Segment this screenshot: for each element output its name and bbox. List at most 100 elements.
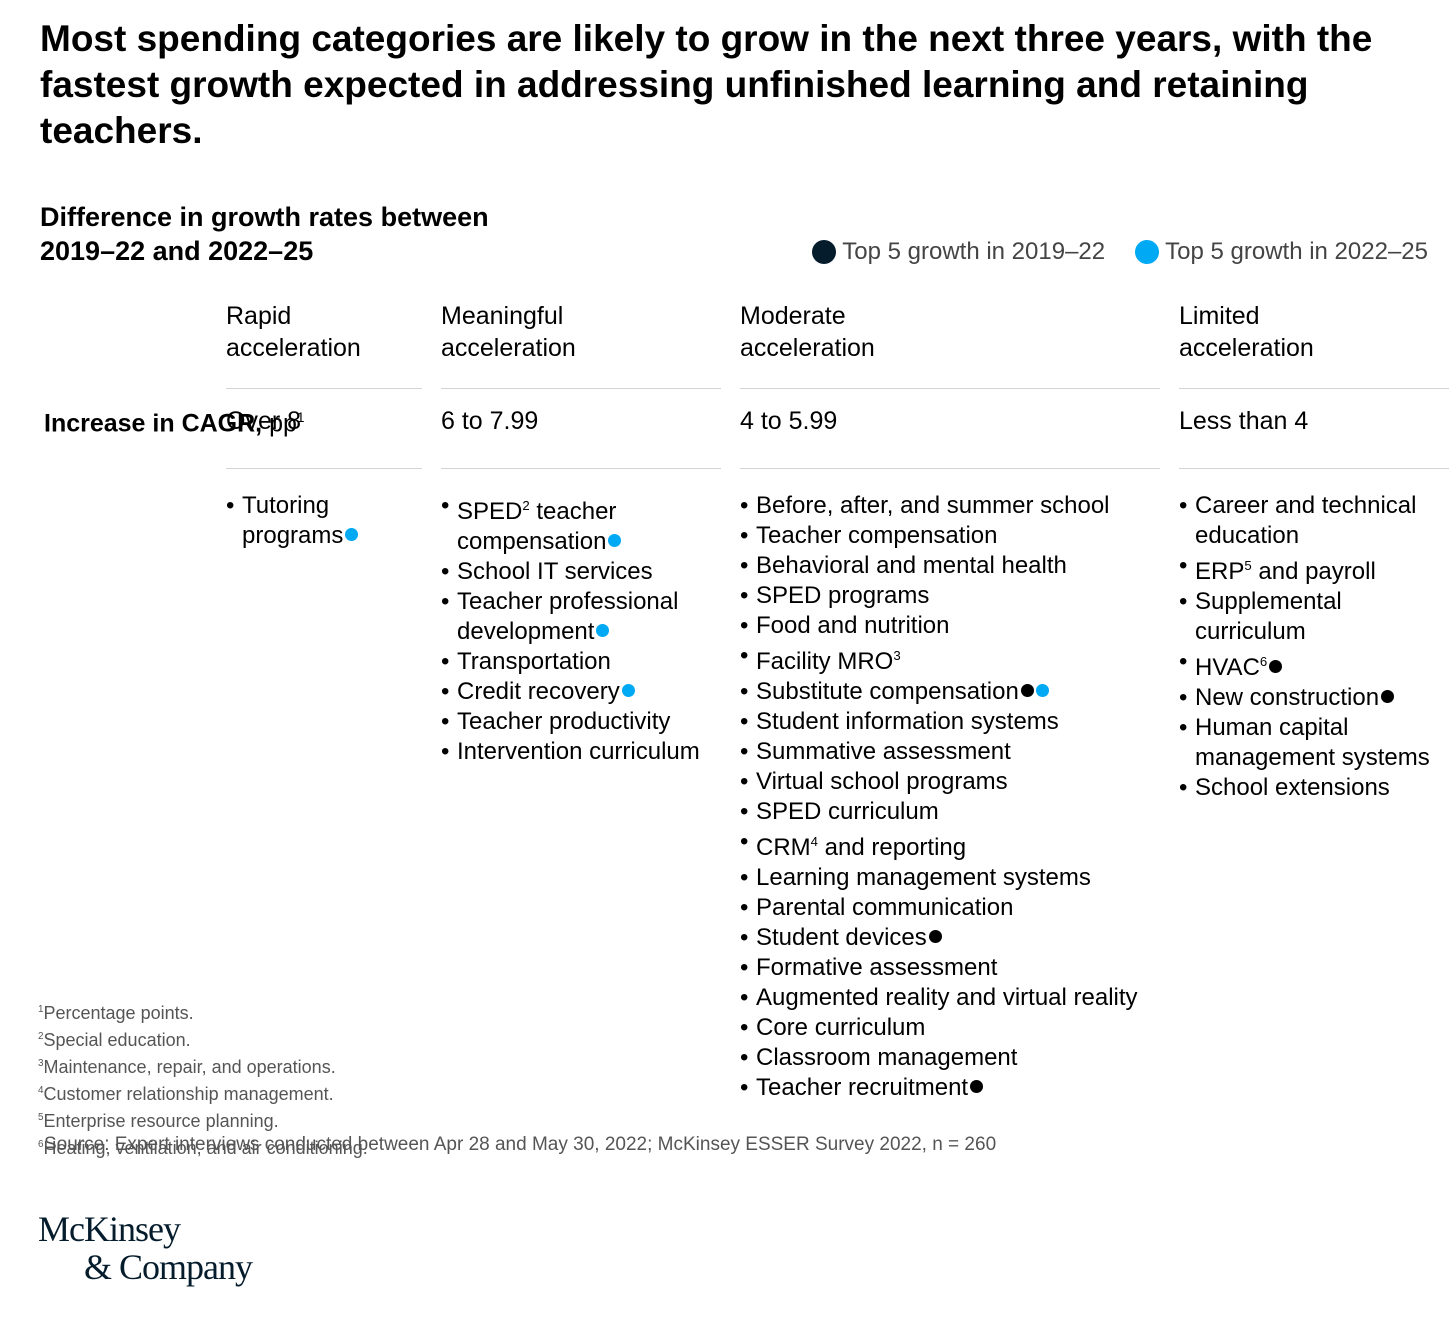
list-item: Core curriculum [740,1013,1160,1043]
list-item: ERP5 and payroll [1179,551,1449,587]
footnote-text: Special education. [43,1030,191,1050]
item-label: Summative assessment [756,738,1011,765]
footnote-text: Customer relationship management. [43,1084,334,1104]
column-heading-line: Meaningful [441,302,564,330]
list-item: Human capital management systems [1179,713,1449,773]
list-item: Formative assessment [740,953,1160,983]
item-label: Learning management systems [756,864,1091,891]
item-label: Credit recovery [457,678,620,705]
column-heading: Meaningful acceleration [441,300,721,388]
row-label-unit: pp [269,409,297,438]
chart-subtitle: Difference in growth rates between 2019–… [40,200,640,268]
list-item: Food and nutrition [740,611,1160,641]
item-label: Substitute compensation [756,678,1019,705]
legend-label: Top 5 growth in 2019–22 [842,238,1106,265]
footnote-ref: 6 [1259,654,1268,669]
cagr-range: Over 8 [226,407,302,435]
list-item: SPED curriculum [740,797,1160,827]
item-label: HVAC [1195,654,1260,681]
category-column: Limited acceleration Less than 4 Career and… [1179,300,1449,803]
footnote: 5Enterprise resource planning. [38,1106,368,1133]
list-item: Before, after, and summer school [740,491,1160,521]
category-column: Moderate acceleration 4 to 5.99 Before, aft… [740,300,1160,1103]
list-item: Student information systems [740,707,1160,737]
column-heading-line: Rapid [226,302,292,330]
item-label: Teacher professional development [457,588,679,645]
item-label: Facility MRO [756,648,894,675]
list-item: Summative assessment [740,737,1160,767]
list-item: Facility MRO3 [740,641,1160,677]
item-label: SPED programs [756,582,930,609]
footnote-number: 3 [38,1058,44,1069]
cagr-range: 4 to 5.99 [740,407,838,435]
cagr-range: 6 to 7.99 [441,407,539,435]
row-label-bold: Increase in CAGR, [44,409,263,438]
list-item: Behavioral and mental health [740,551,1160,581]
footnote-text: Maintenance, repair, and operations. [43,1057,336,1077]
item-label: Classroom management [756,1044,1018,1071]
category-list: SPED2 teacher compensationSchool IT serv… [441,469,721,767]
dark-dot-icon [970,1080,984,1094]
footnote-text: Percentage points. [43,1003,194,1023]
dark-dot-icon [1020,684,1034,698]
item-label: CRM [756,834,811,861]
category-list: Career and technical educationERP5 and p… [1179,469,1449,803]
item-label: Human capital management systems [1195,714,1430,771]
category-list: Before, after, and summer school Teacher … [740,469,1160,1103]
item-label: New construction [1195,684,1380,711]
category-column: Meaningful acceleration 6 to 7.99 SPED2 tea… [441,300,721,767]
item-label: Teacher compensation [756,522,998,549]
footnote-ref: 5 [1244,558,1252,573]
legend-item-2022-25: Top 5 growth in 2022–25 [1135,238,1428,266]
source-note: Source: Expert interviews conducted betw… [44,1134,997,1155]
list-item: Classroom management [740,1043,1160,1073]
item-label: Supplemental curriculum [1195,588,1342,645]
cagr-range: Less than 4 [1179,407,1309,435]
item-label: Teacher productivity [457,708,671,735]
list-item: Supplemental curriculum [1179,587,1449,647]
list-item: Teacher compensation [740,521,1160,551]
category-list: Tutoring programs [226,469,422,551]
divider [1179,388,1449,389]
item-label-cont: teacher compensation [457,498,617,555]
list-item: Tutoring programs [226,491,422,551]
dark-dot-icon [1381,690,1395,704]
subtitle-line-2: 2019–22 and 2022–25 [40,236,314,266]
footnote-ref: 2 [522,498,530,513]
list-item: Teacher professional development [441,587,721,647]
item-label: Core curriculum [756,1014,926,1041]
divider [226,468,422,469]
list-item: SPED2 teacher compensation [441,491,721,557]
list-item: Career and technical education [1179,491,1449,551]
footnote-number: 4 [38,1085,44,1096]
list-item: Teacher productivity [441,707,721,737]
item-label-cont: and payroll [1251,558,1376,585]
mckinsey-logo: McKinsey & Company [38,1210,253,1286]
dark-dot-icon [928,930,942,944]
footnote-text: Heating, ventilation, and air conditioni… [43,1138,368,1158]
item-label: Career and technical education [1195,492,1417,549]
list-item: School extensions [1179,773,1449,803]
item-label: SPED [457,498,523,525]
blue-dot-icon [621,684,635,698]
column-heading: Rapid acceleration [226,300,422,388]
divider [740,468,1160,469]
item-label: Augmented reality and virtual reality [756,984,1138,1011]
legend-label: Top 5 growth in 2022–25 [1165,238,1428,265]
column-heading-line: acceleration [740,334,875,362]
footnote-ref: 3 [893,648,901,663]
footnote-number: 5 [38,1112,44,1123]
list-item: School IT services [441,557,721,587]
item-label: Transportation [457,648,611,675]
blue-dot-icon [1035,684,1049,698]
item-label: Virtual school programs [756,768,1008,795]
column-heading-line: acceleration [1179,334,1314,362]
footnote-text: Enterprise resource planning. [43,1111,279,1131]
divider [740,388,1160,389]
item-label: School IT services [457,558,653,585]
footnote-number: 2 [38,1031,44,1042]
list-item: SPED programs [740,581,1160,611]
list-item: Virtual school programs [740,767,1160,797]
list-item: HVAC6 [1179,647,1449,683]
list-item: Learning management systems [740,863,1160,893]
